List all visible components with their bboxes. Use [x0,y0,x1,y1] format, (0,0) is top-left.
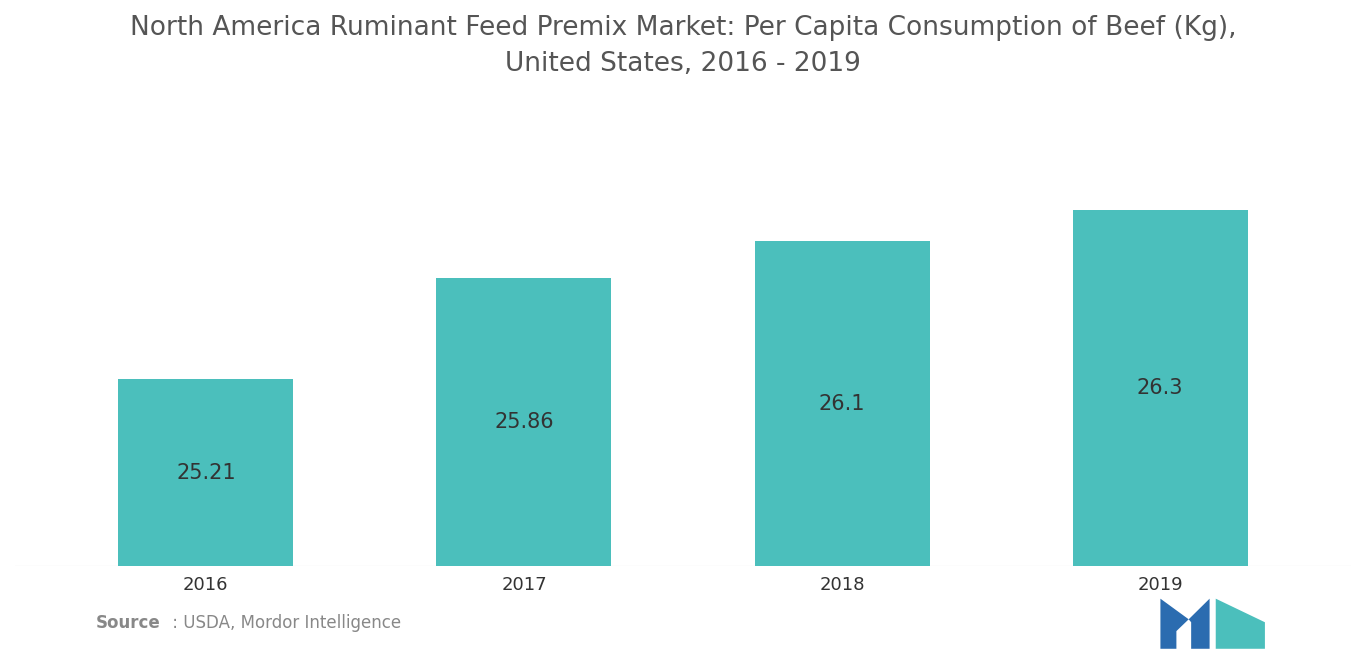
Text: : USDA, Mordor Intelligence: : USDA, Mordor Intelligence [167,614,400,632]
Title: North America Ruminant Feed Premix Market: Per Capita Consumption of Beef (Kg),
: North America Ruminant Feed Premix Marke… [130,15,1236,77]
Polygon shape [1216,599,1265,648]
Text: 25.21: 25.21 [176,462,236,483]
Bar [119,379,294,655]
Polygon shape [1160,599,1210,648]
Bar [754,241,929,655]
Text: 26.1: 26.1 [818,394,865,414]
Text: 26.3: 26.3 [1137,378,1183,398]
Bar [437,278,612,655]
Bar [1072,210,1247,655]
Text: Source: Source [96,614,160,632]
Text: 25.86: 25.86 [494,412,553,432]
